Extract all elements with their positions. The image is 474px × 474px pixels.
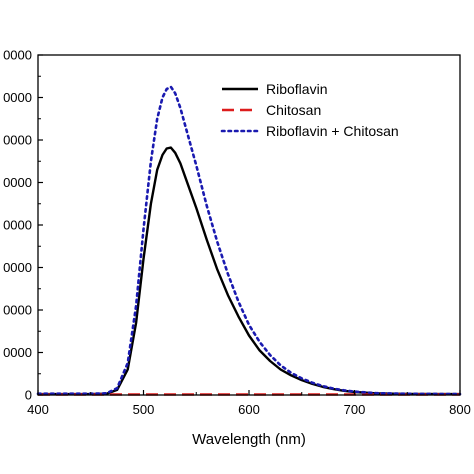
series-line-2: [36, 85, 462, 396]
y-tick-label: 0000: [3, 48, 32, 63]
legend-label: Riboflavin: [266, 81, 327, 97]
y-tick-label: 0000: [3, 218, 32, 233]
plot-frame: [37, 54, 461, 396]
series-line-0: [38, 146, 461, 396]
y-tick-label: 0000: [3, 345, 32, 360]
x-tick-label: 700: [344, 402, 366, 417]
y-tick-label: 0000: [3, 260, 32, 275]
y-tick-label: 0: [25, 388, 32, 403]
x-tick-label: 400: [27, 402, 49, 417]
y-tick-label: 0000: [3, 90, 32, 105]
y-tick-label: 0000: [3, 175, 32, 190]
x-tick-label: 500: [133, 402, 155, 417]
legend: Riboflavin Chitosan Riboflavin + Chitosan: [220, 81, 399, 139]
x-tick-label: 800: [449, 402, 471, 417]
legend-label: Riboflavin + Chitosan: [266, 123, 399, 139]
x-axis-label: Wavelength (nm): [192, 431, 306, 448]
y-tick-label: 0000: [3, 303, 32, 318]
x-tick-label: 600: [238, 402, 260, 417]
x-axis-ticks: 400 500 600 700 800: [27, 390, 471, 417]
legend-label: Chitosan: [266, 102, 321, 118]
y-tick-label: 0000: [3, 133, 32, 148]
